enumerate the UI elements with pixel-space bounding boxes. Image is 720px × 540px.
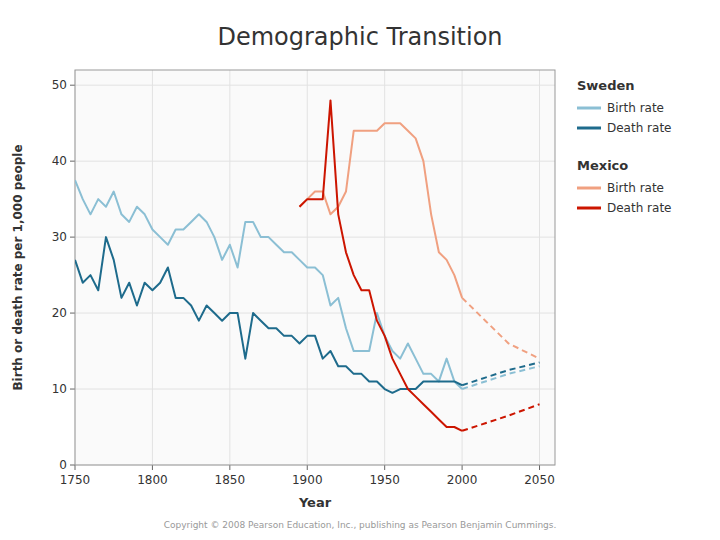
x-tick-label: 1800 bbox=[137, 473, 168, 487]
y-tick bbox=[70, 85, 75, 86]
x-grid-line bbox=[462, 70, 463, 465]
x-grid-line bbox=[152, 70, 153, 465]
y-tick bbox=[70, 465, 75, 466]
y-tick-label: 50 bbox=[52, 78, 67, 92]
y-tick-label: 30 bbox=[52, 230, 67, 244]
series-line bbox=[75, 180, 462, 389]
x-tick bbox=[462, 465, 463, 470]
y-tick-label: 40 bbox=[52, 154, 67, 168]
legend-swatch bbox=[577, 107, 601, 110]
x-tick bbox=[539, 465, 540, 470]
legend-group-header: Mexico bbox=[577, 158, 628, 173]
legend-swatch bbox=[577, 207, 601, 210]
legend-label: Birth rate bbox=[607, 181, 664, 195]
x-grid-line bbox=[229, 70, 230, 465]
x-tick-label: 1850 bbox=[215, 473, 246, 487]
title: Demographic Transition bbox=[217, 23, 502, 51]
y-tick-label: 10 bbox=[52, 382, 67, 396]
chart: 1750 1800 1850 1900 1950 2000 2050 0 10 20 30 40 50 D… bbox=[0, 0, 720, 540]
y-tick bbox=[70, 237, 75, 238]
y-axis-label: Birth or death rate per 1,000 people bbox=[11, 144, 25, 390]
legend-swatch bbox=[577, 127, 601, 130]
series-line bbox=[462, 366, 539, 389]
plot-frame bbox=[75, 70, 555, 465]
x-tick bbox=[307, 465, 308, 470]
y-grid-line bbox=[75, 313, 555, 314]
y-grid-line bbox=[75, 237, 555, 238]
legend-label: Death rate bbox=[607, 201, 671, 215]
x-tick-label: 1750 bbox=[60, 473, 91, 487]
legend-label: Death rate bbox=[607, 121, 671, 135]
y-tick bbox=[70, 313, 75, 314]
x-grid-line bbox=[384, 70, 385, 465]
x-grid-line bbox=[539, 70, 540, 465]
y-tick bbox=[70, 161, 75, 162]
y-tick-label: 0 bbox=[59, 458, 67, 472]
annotation: Copyright © 2008 Pearson Education, Inc.… bbox=[164, 520, 557, 530]
series-line bbox=[462, 404, 539, 431]
series-line bbox=[75, 237, 462, 393]
legend: Sweden Birth rate Death rate Mexico Birth ra… bbox=[577, 78, 671, 215]
x-tick bbox=[152, 465, 153, 470]
legend-group-header: Sweden bbox=[577, 78, 635, 93]
y-grid-line bbox=[75, 85, 555, 86]
series-line bbox=[462, 298, 539, 359]
y-grid-line bbox=[75, 161, 555, 162]
x-tick-label: 2000 bbox=[447, 473, 478, 487]
x-axis-label: Year bbox=[298, 495, 332, 510]
x-tick bbox=[384, 465, 385, 470]
x-tick-label: 1950 bbox=[369, 473, 400, 487]
x-tick-label: 2050 bbox=[524, 473, 555, 487]
x-tick bbox=[75, 465, 76, 470]
legend-swatch bbox=[577, 187, 601, 190]
grid bbox=[75, 70, 555, 465]
x-tick-label: 1900 bbox=[292, 473, 323, 487]
y-tick-label: 20 bbox=[52, 306, 67, 320]
series-line bbox=[462, 362, 539, 385]
x-tick bbox=[229, 465, 230, 470]
legend-label: Birth rate bbox=[607, 101, 664, 115]
series-line bbox=[300, 100, 463, 430]
plot-area bbox=[75, 70, 555, 465]
y-grid-line bbox=[75, 389, 555, 390]
y-tick bbox=[70, 389, 75, 390]
series-line bbox=[300, 123, 463, 298]
series-lines bbox=[75, 100, 540, 430]
